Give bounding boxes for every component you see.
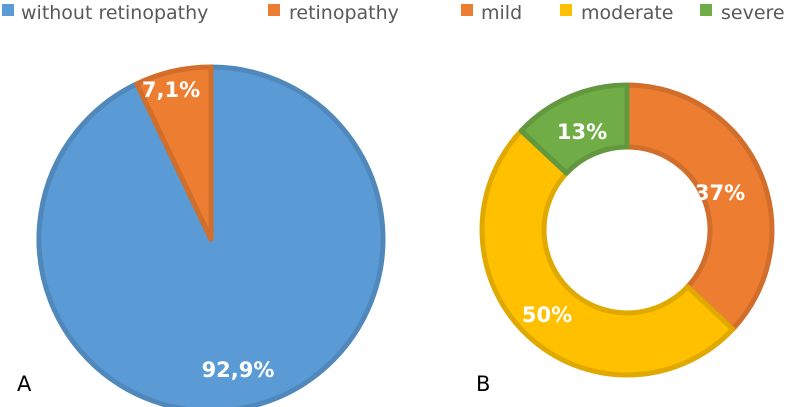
legend-a: without retinopathy retinopathy (2, 2, 399, 24)
legend-label-without-retinopathy: without retinopathy (21, 2, 208, 24)
legend-swatch-retinopathy (268, 4, 280, 16)
donut-chart-b: 37% 50% 13% (479, 82, 775, 378)
legend-b: mild moderate severe (461, 2, 785, 24)
slice-label-retinopathy: 7,1% (142, 78, 200, 102)
legend-label-mild: mild (481, 2, 522, 24)
slice-label-severe: 13% (557, 120, 607, 144)
legend-swatch-mild (461, 4, 473, 16)
legend-label-retinopathy: retinopathy (289, 2, 399, 24)
legend-swatch-without-retinopathy (2, 4, 14, 16)
donut-slice-mild (624, 82, 775, 332)
panel-letter-a: A (17, 372, 32, 396)
panel-letter-b: B (476, 372, 490, 396)
legend-swatch-moderate (560, 4, 572, 16)
donut-slice-moderate (479, 128, 736, 378)
legend-swatch-severe (700, 4, 712, 16)
donut-slice-severe (518, 82, 630, 176)
pie-chart-a: 7,1% 92,9% (36, 64, 386, 407)
slice-label-without-retinopathy: 92,9% (202, 358, 275, 382)
slice-label-moderate: 50% (522, 303, 572, 327)
legend-label-moderate: moderate (581, 2, 673, 24)
slice-label-mild: 37% (695, 181, 745, 205)
pie-slice-retinopathy (134, 64, 214, 242)
legend-label-severe: severe (721, 2, 785, 24)
